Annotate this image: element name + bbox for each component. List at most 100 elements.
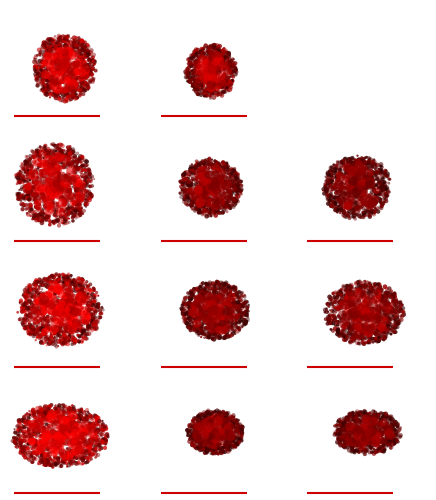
Point xyxy=(185,302,192,310)
Point xyxy=(28,202,35,210)
Point xyxy=(346,163,353,171)
Point xyxy=(54,182,61,190)
Point xyxy=(53,52,60,60)
Point xyxy=(332,164,339,172)
Point xyxy=(349,313,356,321)
Point xyxy=(386,293,393,301)
Point xyxy=(385,436,392,444)
Point xyxy=(54,306,61,314)
Point xyxy=(360,446,367,454)
Point xyxy=(231,434,238,442)
Point xyxy=(17,416,24,424)
Point xyxy=(332,166,339,173)
Point xyxy=(79,87,86,95)
Point xyxy=(25,426,32,434)
Point xyxy=(220,197,227,205)
Point xyxy=(212,433,219,441)
Point xyxy=(236,423,243,431)
Point xyxy=(70,403,77,411)
Point xyxy=(77,184,84,192)
Point xyxy=(90,446,97,454)
Point xyxy=(53,287,60,295)
Point xyxy=(41,328,48,336)
Point xyxy=(78,186,85,194)
Point xyxy=(93,452,100,460)
Point xyxy=(72,328,79,336)
Point xyxy=(202,412,209,420)
Point xyxy=(219,294,226,302)
Point xyxy=(77,52,84,60)
Point xyxy=(80,163,87,171)
Point xyxy=(208,76,215,84)
Point xyxy=(202,175,209,183)
Point xyxy=(222,424,229,432)
Point xyxy=(211,416,218,424)
Point xyxy=(72,154,79,162)
Point xyxy=(211,54,218,62)
Point xyxy=(330,299,337,307)
Point xyxy=(83,416,90,424)
Point xyxy=(204,202,211,210)
Point xyxy=(328,188,335,196)
Point xyxy=(379,323,386,331)
Point xyxy=(228,414,235,422)
Point xyxy=(211,202,218,210)
Point xyxy=(65,146,72,154)
Point xyxy=(201,430,208,438)
Point xyxy=(87,442,94,450)
Point xyxy=(332,206,339,214)
Point xyxy=(203,320,210,328)
Point xyxy=(79,62,86,70)
Point xyxy=(224,415,231,423)
Point xyxy=(238,426,245,434)
Point xyxy=(54,418,61,426)
Point xyxy=(79,52,86,60)
Point xyxy=(25,286,32,294)
Point xyxy=(400,308,407,316)
Point xyxy=(20,202,27,210)
Point xyxy=(78,78,85,86)
Point xyxy=(223,412,230,420)
Point xyxy=(194,436,201,444)
Point xyxy=(351,413,358,421)
Point xyxy=(332,198,339,206)
Point xyxy=(344,158,351,166)
Point xyxy=(378,322,385,330)
Point xyxy=(198,326,205,334)
Point xyxy=(74,187,81,195)
Point xyxy=(78,338,85,345)
Point xyxy=(213,52,220,60)
Point xyxy=(228,166,235,173)
Point xyxy=(72,426,78,434)
Point xyxy=(226,440,233,448)
Point xyxy=(187,166,194,174)
Point xyxy=(55,338,62,346)
Point xyxy=(376,318,383,326)
Point xyxy=(28,424,35,432)
Point xyxy=(351,312,358,320)
Point xyxy=(364,296,371,304)
Point xyxy=(58,199,65,207)
Point xyxy=(188,288,195,296)
Point xyxy=(224,420,231,428)
Point xyxy=(31,448,38,456)
Point xyxy=(73,61,80,69)
Point xyxy=(336,422,343,430)
Point xyxy=(207,318,214,326)
Point xyxy=(95,451,102,459)
Point xyxy=(91,432,98,440)
Point xyxy=(211,54,218,62)
Point xyxy=(85,165,92,173)
Point xyxy=(195,202,202,209)
Point xyxy=(188,200,195,207)
Point xyxy=(69,208,76,216)
Point xyxy=(392,306,399,314)
Point xyxy=(348,314,355,322)
Point xyxy=(354,205,361,213)
Point xyxy=(49,428,56,436)
Point xyxy=(68,82,75,90)
Point xyxy=(25,190,32,198)
Point xyxy=(199,157,206,165)
Point xyxy=(177,189,184,197)
Point xyxy=(361,198,368,206)
